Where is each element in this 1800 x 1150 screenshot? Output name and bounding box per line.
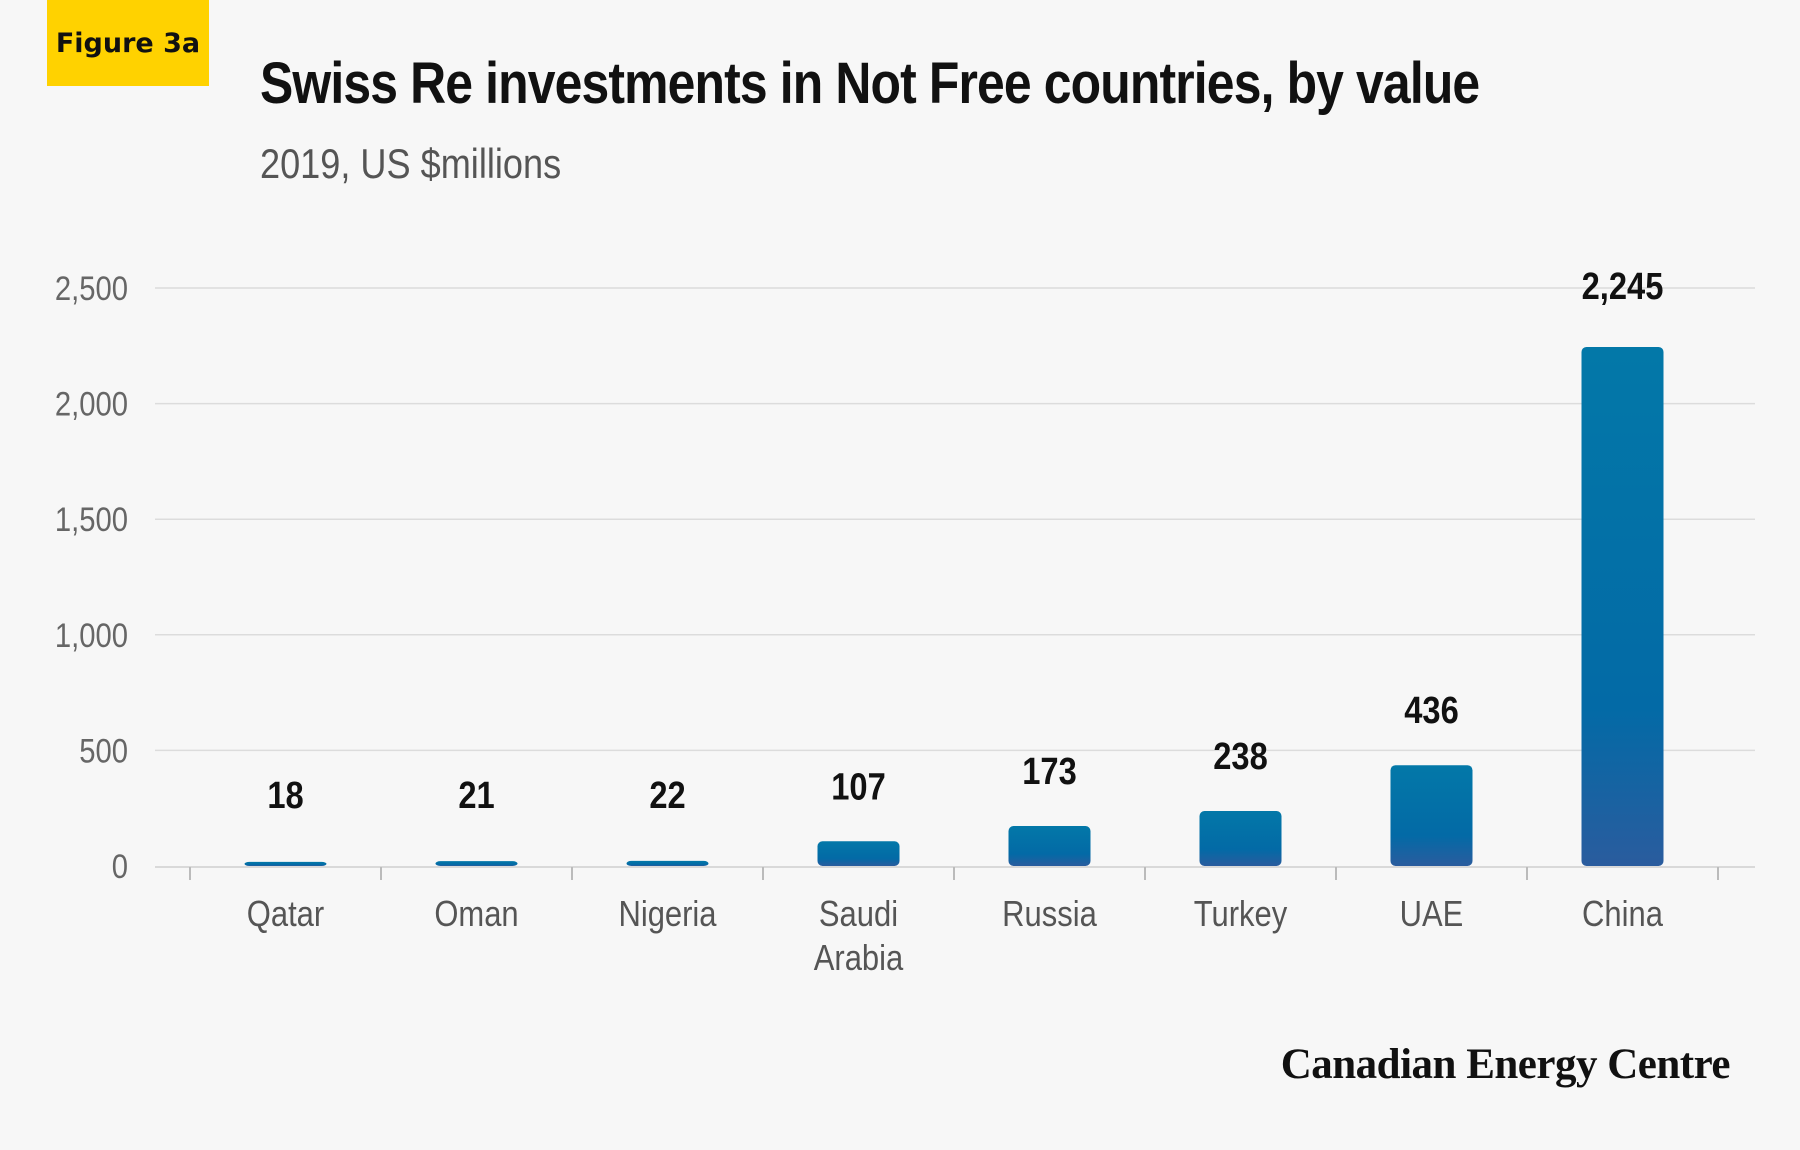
figure-label-badge: Figure 3a xyxy=(47,0,209,86)
x-tick-label: Saudi xyxy=(819,895,898,935)
y-tick-label: 0 xyxy=(112,847,128,886)
x-tick-label: Arabia xyxy=(814,939,904,979)
chart-subtitle: 2019, US $millions xyxy=(260,140,562,187)
data-label: 18 xyxy=(267,774,303,817)
bar xyxy=(1581,346,1664,866)
bar xyxy=(244,861,327,866)
y-tick-label: 2,500 xyxy=(55,269,128,308)
x-tick-label: UAE xyxy=(1400,895,1464,935)
x-tick-label: Nigeria xyxy=(618,895,716,935)
brand-logo-text: Canadian Energy Centre xyxy=(1280,1041,1731,1088)
data-label: 436 xyxy=(1404,689,1459,732)
bars xyxy=(244,346,1664,866)
bar xyxy=(1390,765,1473,866)
bar xyxy=(1008,826,1091,866)
data-label: 22 xyxy=(649,774,685,817)
x-tick-label: China xyxy=(1582,895,1663,935)
data-label: 2,245 xyxy=(1582,265,1664,308)
data-label: 173 xyxy=(1022,750,1077,793)
gridlines xyxy=(155,287,1755,880)
data-label: 21 xyxy=(458,774,494,817)
bar xyxy=(435,861,518,866)
x-tick-label: Qatar xyxy=(247,895,324,935)
y-tick-label: 1,000 xyxy=(55,616,128,655)
bar xyxy=(817,841,900,866)
labels: 0 500 1,000 1,500 2,000 2,500 18 Qatar 21 Oman 22 N… xyxy=(55,265,1663,979)
data-label: 238 xyxy=(1213,735,1268,778)
y-tick-label: 2,000 xyxy=(55,385,128,424)
y-tick-label: 500 xyxy=(79,731,128,770)
x-tick-label: Oman xyxy=(434,895,518,935)
bar xyxy=(626,860,709,866)
chart-title: Swiss Re investments in Not Free countri… xyxy=(260,51,1480,116)
x-tick-label: Russia xyxy=(1002,895,1097,935)
bar xyxy=(1199,810,1282,866)
x-tick-label: Turkey xyxy=(1194,895,1288,935)
y-tick-label: 1,500 xyxy=(55,500,128,539)
data-label: 107 xyxy=(831,765,886,808)
